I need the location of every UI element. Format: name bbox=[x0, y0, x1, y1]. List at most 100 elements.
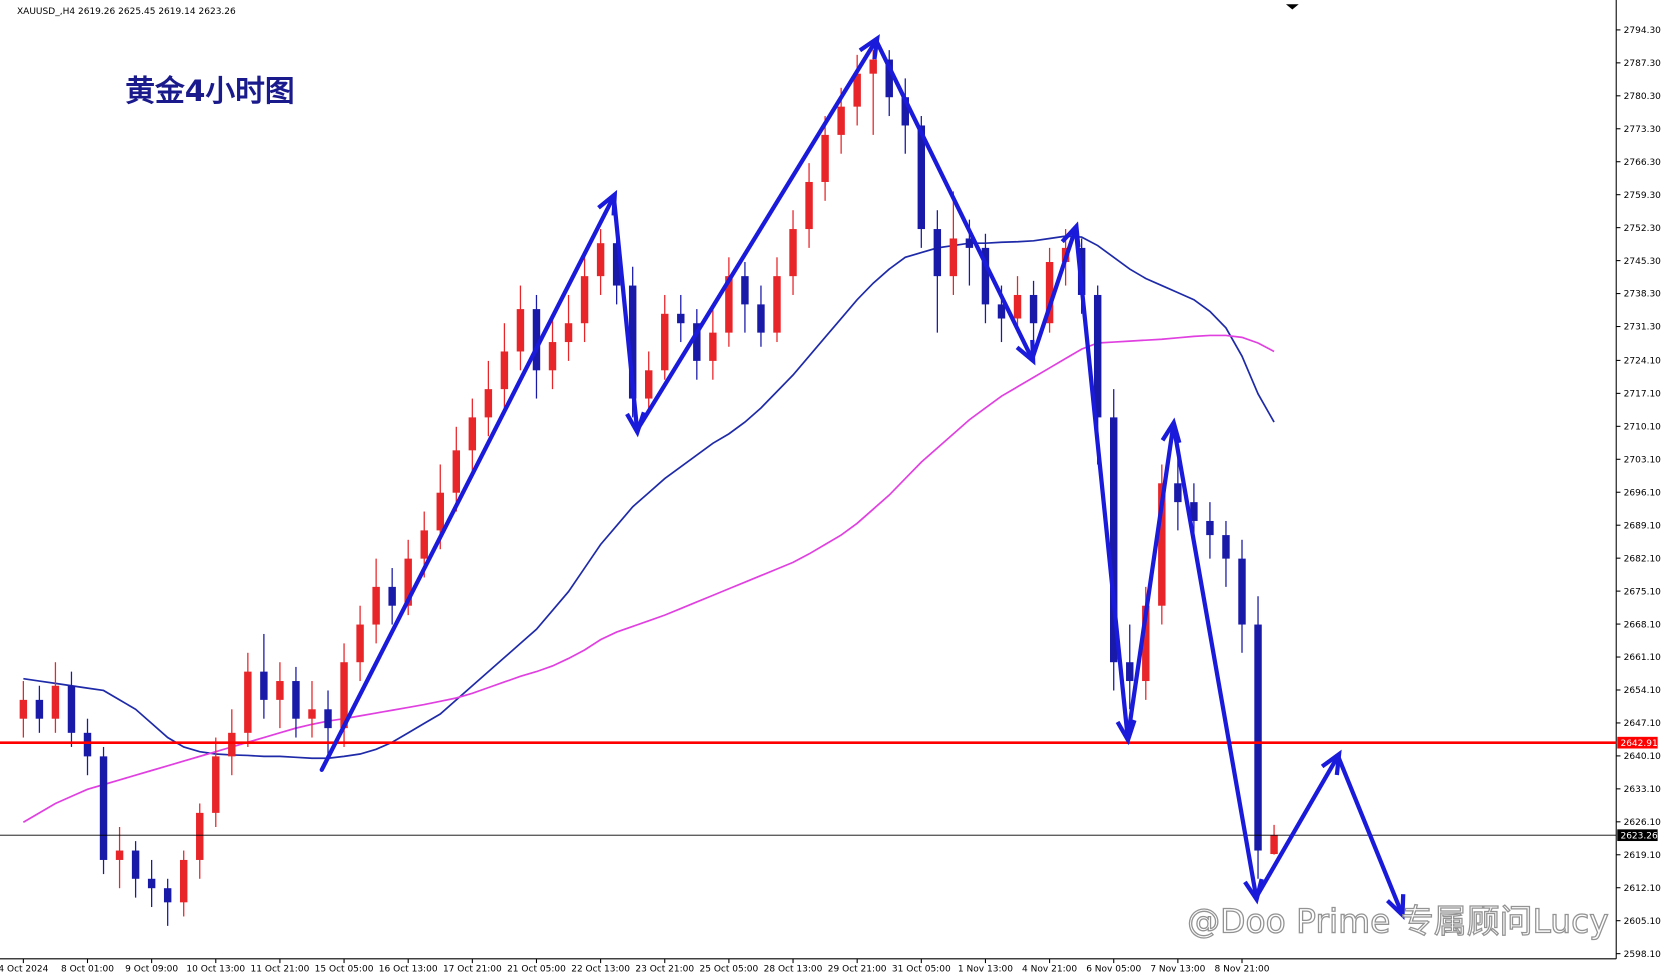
arrow bbox=[1125, 417, 1182, 741]
candle-body bbox=[1190, 502, 1198, 521]
candle-body bbox=[532, 309, 541, 371]
y-tick-label: 2780.30 bbox=[1624, 92, 1662, 102]
x-tick-label: 31 Oct 05:00 bbox=[892, 965, 951, 975]
candle-body bbox=[580, 276, 589, 324]
arrow bbox=[873, 38, 1036, 366]
arrow bbox=[1030, 221, 1081, 362]
candle-body bbox=[1045, 262, 1054, 324]
high-value: 2625.45 bbox=[118, 7, 155, 17]
candle-body bbox=[596, 243, 605, 277]
y-tick-label: 2605.10 bbox=[1624, 917, 1662, 927]
candle-body bbox=[35, 699, 44, 719]
arrow bbox=[635, 34, 880, 433]
y-tick-label: 2640.10 bbox=[1624, 752, 1662, 762]
trend-arrows bbox=[319, 34, 1406, 920]
candle-body bbox=[677, 313, 685, 324]
candle-body bbox=[147, 878, 156, 889]
y-tick-label: 2696.10 bbox=[1624, 488, 1662, 498]
x-tick-label: 4 Oct 2024 bbox=[0, 965, 49, 975]
candle-body bbox=[452, 450, 461, 493]
candle-body bbox=[484, 389, 493, 418]
candle-body bbox=[163, 888, 172, 903]
candle-body bbox=[789, 229, 797, 277]
y-tick-label: 2675.10 bbox=[1624, 587, 1662, 597]
header: XAUUSD_,H4 2619.26 2625.45 2619.14 2623.… bbox=[17, 7, 236, 17]
arrow bbox=[1335, 753, 1406, 920]
symbol: XAUUSD_,H4 bbox=[17, 7, 75, 17]
candle-body bbox=[131, 850, 140, 879]
y-tick-label: 2752.30 bbox=[1624, 224, 1662, 234]
y-tick-label: 2661.10 bbox=[1624, 653, 1662, 663]
candle-body bbox=[99, 756, 108, 860]
y-tick-label: 2724.10 bbox=[1624, 357, 1662, 367]
x-tick-label: 1 Nov 13:00 bbox=[958, 965, 1013, 975]
candle-body bbox=[917, 125, 926, 230]
x-tick-label: 8 Oct 01:00 bbox=[61, 965, 114, 975]
candle-body bbox=[276, 681, 284, 700]
candle-body bbox=[1238, 558, 1246, 625]
x-tick-label: 21 Oct 05:00 bbox=[507, 965, 566, 975]
candle-body bbox=[837, 106, 845, 135]
candle-body bbox=[468, 417, 477, 451]
candle-body bbox=[548, 342, 557, 371]
scroll-marker bbox=[1285, 4, 1299, 10]
candle-body bbox=[1029, 294, 1038, 324]
y-tick-label: 2794.30 bbox=[1624, 26, 1662, 36]
y-tick-label: 2619.10 bbox=[1624, 851, 1662, 861]
arrow bbox=[611, 194, 646, 438]
arrow bbox=[1171, 422, 1264, 905]
x-tick-label: 6 Nov 05:00 bbox=[1086, 965, 1141, 975]
candle-body bbox=[1093, 294, 1102, 418]
y-tick-label: 2787.30 bbox=[1624, 59, 1662, 69]
y-tick-label: 2689.10 bbox=[1624, 521, 1662, 531]
arrow bbox=[319, 189, 618, 772]
x-tick-label: 16 Oct 13:00 bbox=[379, 965, 438, 975]
y-tick-label: 2682.10 bbox=[1624, 554, 1662, 564]
candle-body bbox=[372, 586, 380, 625]
candle-body bbox=[612, 243, 621, 286]
close-value: 2623.26 bbox=[198, 7, 236, 17]
arrow bbox=[1073, 226, 1137, 746]
x-tick-label: 15 Oct 05:00 bbox=[315, 965, 374, 975]
candle-body bbox=[564, 323, 573, 343]
candle-body bbox=[516, 309, 525, 352]
y-tick-label: 2633.10 bbox=[1624, 785, 1662, 795]
candle-body bbox=[1222, 535, 1230, 559]
candle-body bbox=[644, 370, 653, 399]
candle-body bbox=[709, 332, 717, 361]
candle-body bbox=[1142, 605, 1150, 682]
candle-body bbox=[388, 586, 396, 606]
x-tick-label: 4 Nov 21:00 bbox=[1022, 965, 1077, 975]
candle-body bbox=[308, 709, 316, 719]
x-tick-label: 10 Oct 13:00 bbox=[186, 965, 245, 975]
candle-body bbox=[885, 59, 893, 98]
candle-body bbox=[805, 181, 813, 230]
plot: 2794.30 2787.30 2780.30 2773.30 2766.30 2759.… bbox=[0, 26, 1662, 975]
candle-body bbox=[260, 671, 268, 700]
candle-body bbox=[869, 59, 877, 74]
x-tick-label: 22 Oct 13:00 bbox=[571, 965, 630, 975]
low-value: 2619.14 bbox=[158, 7, 196, 17]
candle-body bbox=[741, 276, 749, 305]
candle-body bbox=[1206, 520, 1214, 536]
candle-body bbox=[179, 859, 188, 903]
candle-body bbox=[981, 247, 990, 305]
y-tick-label: 2668.10 bbox=[1624, 620, 1662, 630]
candle-body bbox=[693, 323, 701, 361]
x-tick-label: 9 Oct 09:00 bbox=[125, 965, 178, 975]
candle-body bbox=[949, 238, 958, 277]
y-tick-label: 2738.30 bbox=[1624, 290, 1662, 300]
candle-body bbox=[1158, 483, 1166, 606]
candle-body bbox=[196, 812, 204, 860]
x-tick-label: 29 Oct 21:00 bbox=[828, 965, 887, 975]
y-tick-label: 2717.10 bbox=[1624, 390, 1662, 400]
candle-body bbox=[212, 756, 220, 813]
candle-body bbox=[933, 229, 942, 277]
y-tick-label: 2766.30 bbox=[1624, 158, 1662, 168]
candle-body bbox=[340, 662, 348, 729]
candle-body bbox=[965, 238, 974, 248]
y-tick-label: 2710.10 bbox=[1624, 423, 1662, 433]
y-tick-label: 2626.10 bbox=[1624, 818, 1662, 828]
x-tick-label: 7 Nov 13:00 bbox=[1150, 965, 1205, 975]
